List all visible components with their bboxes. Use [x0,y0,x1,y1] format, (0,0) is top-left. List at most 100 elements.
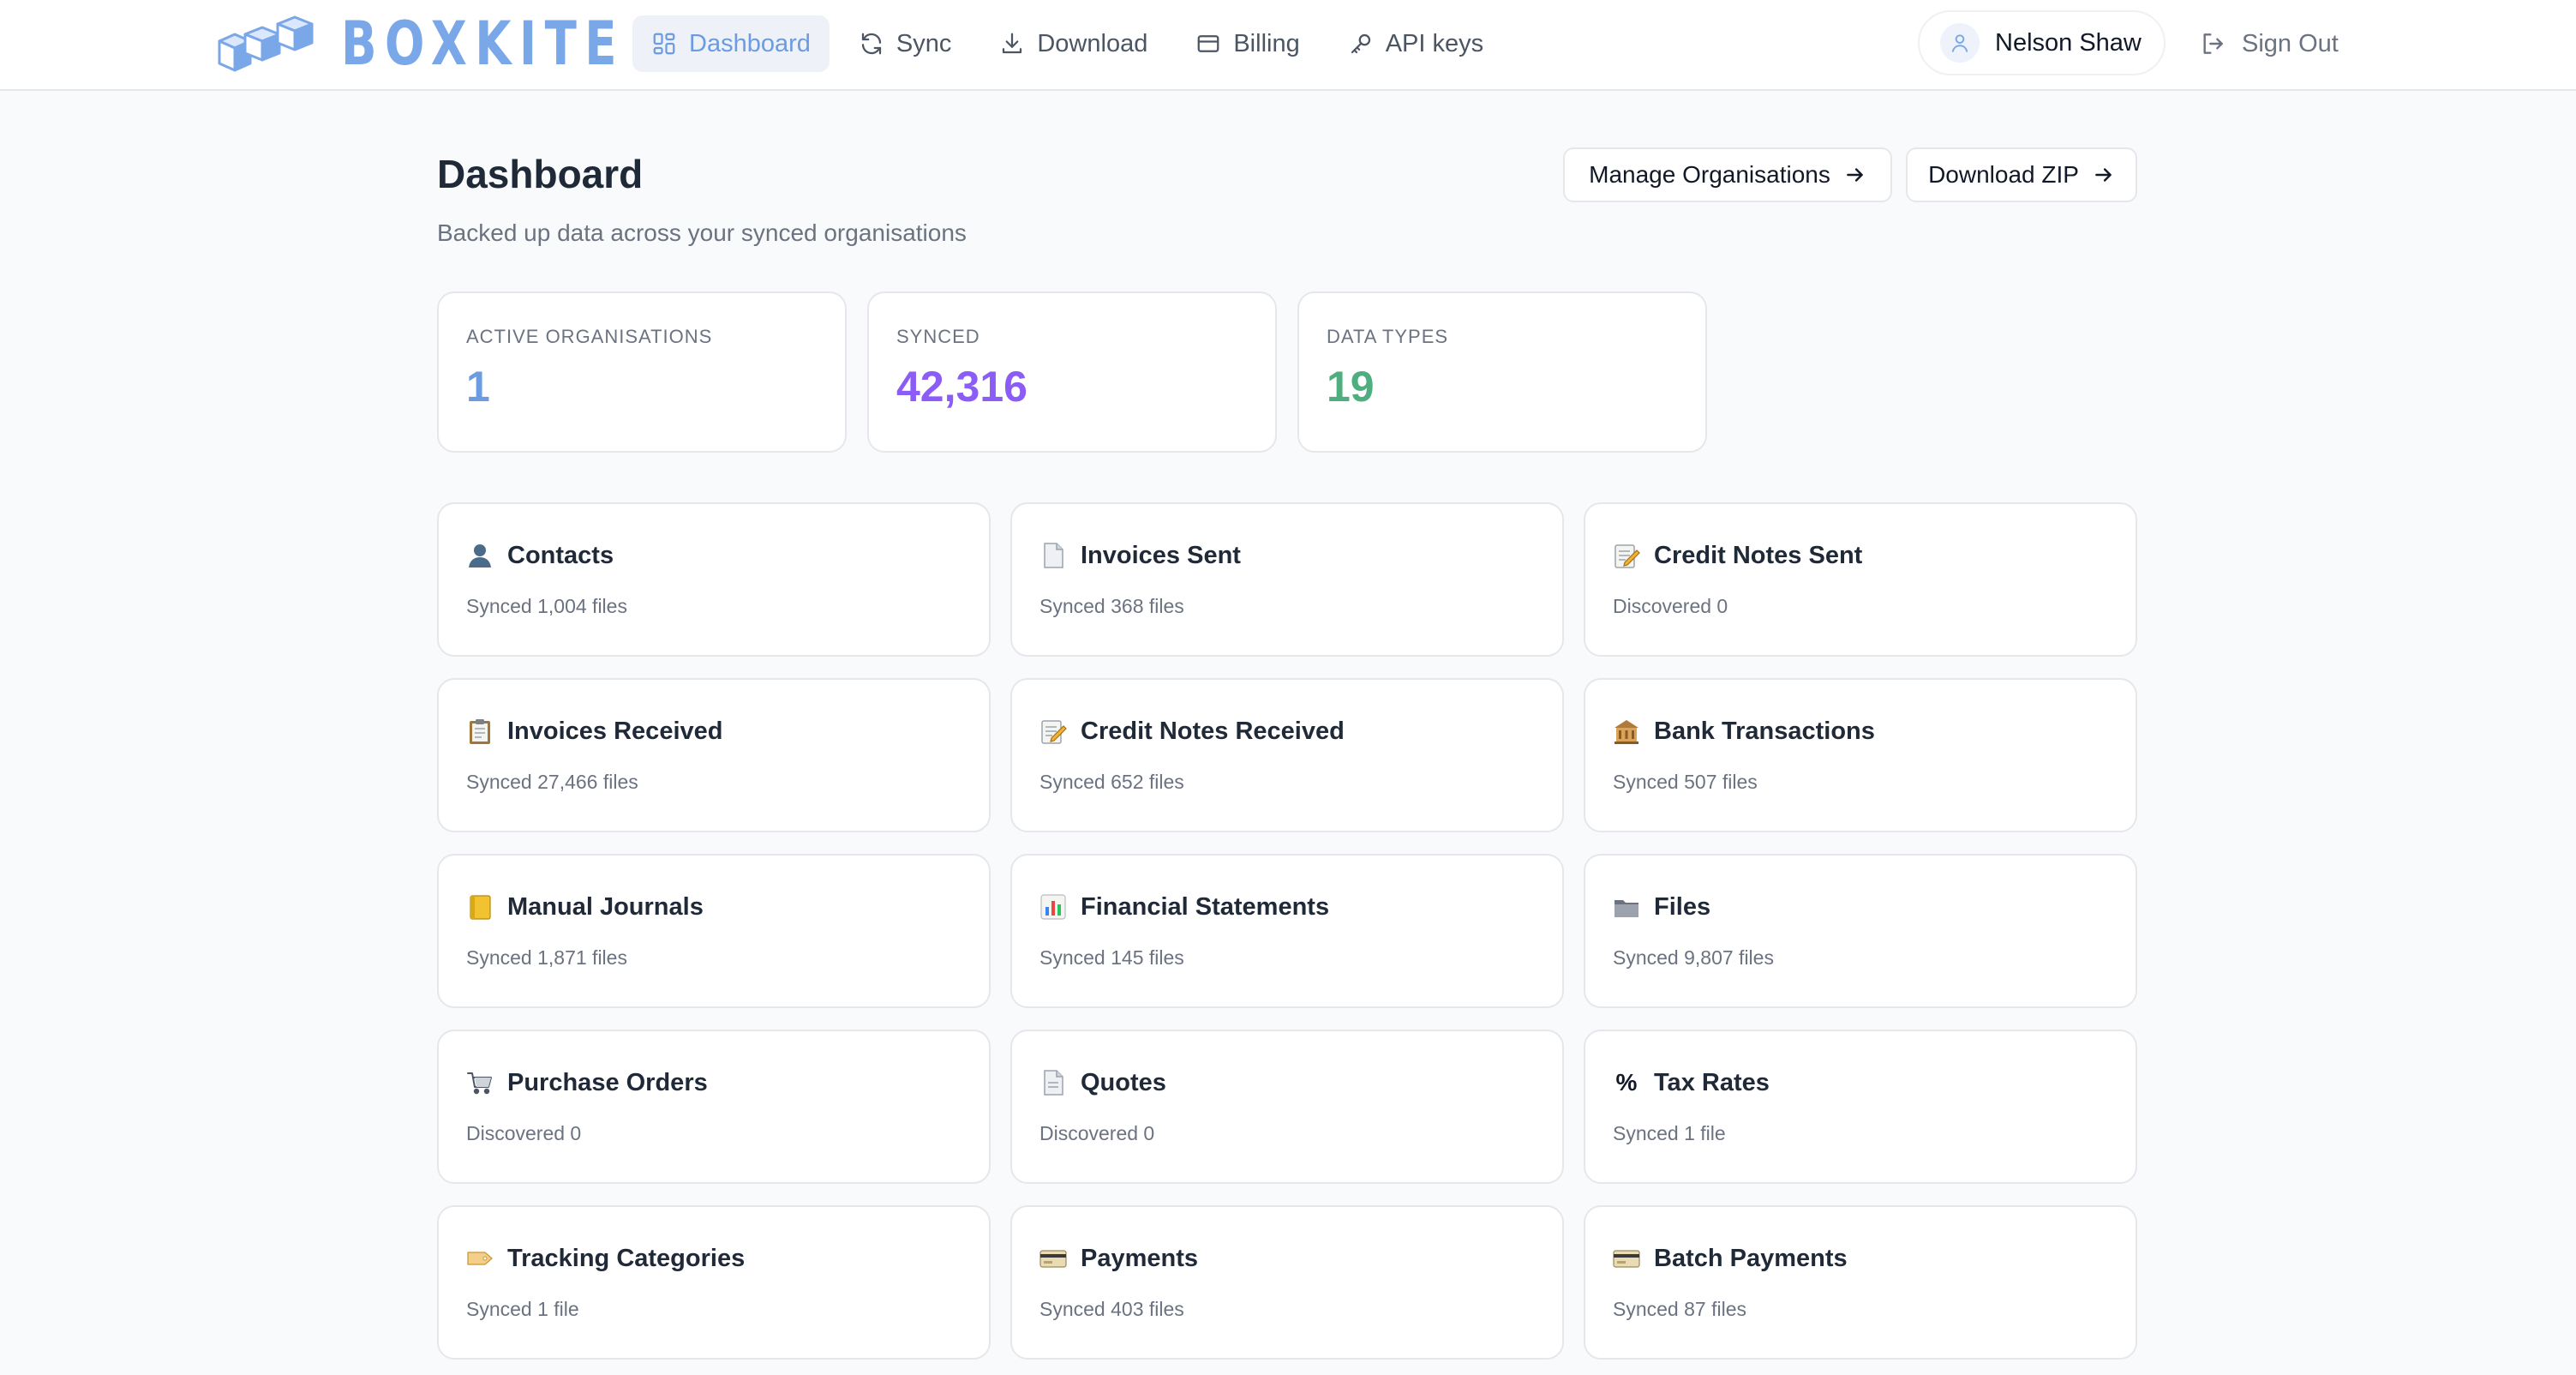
data-type-title: Credit Notes Sent [1654,541,1863,569]
data-type-title: Credit Notes Received [1081,717,1345,745]
data-type-status: Discovered 0 [466,1122,582,1144]
data-type-title: Manual Journals [507,892,704,921]
data-type-status: Synced 507 files [1613,771,1758,793]
data-type-title: Quotes [1081,1068,1166,1096]
data-type-title: Payments [1081,1244,1199,1272]
data-type-card-invoices-received[interactable]: Invoices Received Synced 27,466 files [437,678,991,832]
data-type-title: Purchase Orders [507,1068,708,1096]
stat-card-synced: SYNCED 42,316 [867,291,1277,453]
data-type-status: Discovered 0 [1039,1122,1155,1144]
data-type-title: Invoices Sent [1081,541,1241,569]
shopping-cart-icon [466,1069,494,1096]
data-type-status: Synced 87 files [1613,1298,1746,1320]
data-type-status: Synced 9,807 files [1613,946,1774,969]
main-nav: Dashboard Sync Download Billing API [632,15,1513,72]
stat-card-active-organisations: ACTIVE ORGANISATIONS 1 [437,291,847,453]
nav-item-billing[interactable]: Billing [1177,15,1318,72]
data-type-title: Tax Rates [1654,1068,1770,1096]
user-icon [1951,34,1968,52]
stat-value: 42,316 [896,363,1027,411]
document-icon [1039,542,1067,569]
sign-out-button[interactable]: Sign Out [2199,15,2339,72]
data-type-status: Synced 27,466 files [466,771,638,793]
percent-icon: % [1615,1069,1638,1096]
download-zip-button[interactable]: Download ZIP [1906,147,2137,202]
data-type-title: Tracking Categories [507,1244,746,1272]
data-type-status: Synced 403 files [1039,1298,1184,1320]
data-type-card-payments[interactable]: Payments Synced 403 files [1010,1205,1564,1360]
data-type-card-credit-notes-sent[interactable]: Credit Notes Sent Discovered 0 [1584,502,2137,657]
data-type-title: Files [1654,892,1711,921]
data-type-card-contacts[interactable]: Contacts Synced 1,004 files [437,502,991,657]
sign-out-icon [2203,33,2223,54]
key-icon [1351,33,1370,54]
ledger-icon [466,893,494,921]
nav-label-sync: Sync [896,29,952,57]
data-type-title: Contacts [507,541,614,569]
page-subtitle: Backed up data across your synced organi… [437,219,967,246]
data-type-status: Synced 1 file [1613,1122,1726,1144]
dashboard-grid-icon [653,33,675,55]
stat-label: ACTIVE ORGANISATIONS [466,326,713,347]
page-title: Dashboard [437,152,644,196]
credit-card-icon [1039,1245,1067,1272]
nav-item-sync[interactable]: Sync [840,15,970,72]
stat-card-data-types: DATA TYPES 19 [1297,291,1707,453]
bank-icon [1613,718,1640,745]
user-name: Nelson Shaw [1995,28,2142,57]
contact-person-icon [466,542,494,569]
nav-item-dashboard[interactable]: Dashboard [632,15,830,72]
data-type-status: Synced 368 files [1039,595,1184,617]
memo-pencil-icon [1039,718,1067,745]
data-type-card-bank-transactions[interactable]: Bank Transactions Synced 507 files [1584,678,2137,832]
data-type-title: Invoices Received [507,717,723,745]
credit-card-icon [1613,1245,1640,1272]
data-type-card-files[interactable]: Files Synced 9,807 files [1584,854,2137,1008]
nav-label-api-keys: API keys [1385,29,1484,57]
memo-pencil-icon [1613,542,1640,569]
nav-item-download[interactable]: Download [980,15,1166,72]
download-zip-label: Download ZIP [1928,161,2079,188]
document-icon [1039,1069,1067,1096]
stat-value: 1 [466,363,490,411]
nav-label-dashboard: Dashboard [689,29,811,57]
data-type-card-purchase-orders[interactable]: Purchase Orders Discovered 0 [437,1030,991,1184]
brand-logo[interactable]: BOXKITE [216,14,704,74]
data-type-card-tax-rates[interactable]: % Tax Rates Synced 1 file [1584,1030,2137,1184]
stat-value: 19 [1327,363,1375,411]
nav-item-api-keys[interactable]: API keys [1329,15,1502,72]
avatar [1940,23,1980,63]
data-type-status: Synced 652 files [1039,771,1184,793]
bar-chart-icon [1039,893,1067,921]
sign-out-label: Sign Out [2242,29,2339,57]
stat-label: DATA TYPES [1327,326,1449,347]
tag-icon [466,1245,494,1272]
data-type-card-credit-notes-received[interactable]: Credit Notes Received Synced 652 files [1010,678,1564,832]
data-type-title: Batch Payments [1654,1244,1848,1272]
nav-label-billing: Billing [1233,29,1300,57]
boxes-logo-icon [218,15,314,72]
download-icon [1003,33,1022,54]
data-type-card-batch-payments[interactable]: Batch Payments Synced 87 files [1584,1205,2137,1360]
user-menu-button[interactable]: Nelson Shaw [1918,10,2166,75]
arrow-right-icon [1847,168,1863,182]
folder-icon [1613,893,1640,921]
manage-organisations-button[interactable]: Manage Organisations [1563,147,1892,202]
brand-wordmark: BOXKITE [341,9,625,79]
arrow-right-icon [2095,168,2112,182]
data-type-card-manual-journals[interactable]: Manual Journals Synced 1,871 files [437,854,991,1008]
data-type-card-financial-statements[interactable]: Financial Statements Synced 145 files [1010,854,1564,1008]
data-type-card-quotes[interactable]: Quotes Discovered 0 [1010,1030,1564,1184]
nav-label-download: Download [1037,29,1148,57]
clipboard-icon [466,718,494,745]
data-type-status: Synced 1 file [466,1298,579,1320]
data-type-title: Financial Statements [1081,892,1330,921]
data-type-card-invoices-sent[interactable]: Invoices Sent Synced 368 files [1010,502,1564,657]
data-type-status: Discovered 0 [1613,595,1728,617]
data-type-card-tracking-categories[interactable]: Tracking Categories Synced 1 file [437,1205,991,1360]
manage-organisations-label: Manage Organisations [1589,161,1830,188]
sync-icon [861,33,881,55]
data-type-status: Synced 1,871 files [466,946,627,969]
top-navigation-bar: BOXKITE Dashboard Sync Download [0,0,2576,91]
credit-card-icon [1197,35,1219,52]
